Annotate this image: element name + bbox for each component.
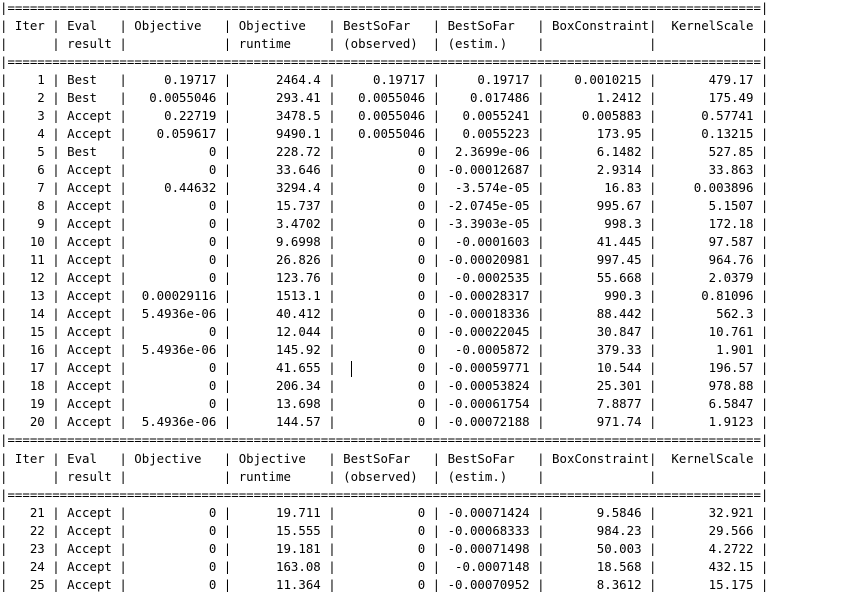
table-row: | 7 | Accept | 0.44632 | 3294.4 | 0 | -3…: [0, 180, 769, 195]
table-row: | 17 | Accept | 0 | 41.655 | 0 | -0.0005…: [0, 360, 769, 375]
table-row: | 5 | Best | 0 | 228.72 | 0 | 2.3699e-06…: [0, 144, 769, 159]
table-divider: |=======================================…: [0, 487, 769, 502]
table-row: | 2 | Best | 0.0055046 | 293.41 | 0.0055…: [0, 90, 769, 105]
table-header-row-1: | Iter | Eval | Objective | Objective | …: [0, 451, 769, 466]
table-row: | 24 | Accept | 0 | 163.08 | 0 | -0.0007…: [0, 559, 769, 574]
table-row: | 25 | Accept | 0 | 11.364 | 0 | -0.0007…: [0, 577, 769, 592]
table-header-row-2: | | result | | runtime | (observed) | (e…: [0, 469, 769, 484]
table-divider: |=======================================…: [0, 54, 769, 69]
table-divider: |=======================================…: [0, 432, 769, 447]
table-row: | 12 | Accept | 0 | 123.76 | 0 | -0.0002…: [0, 270, 769, 285]
table-row: | 16 | Accept | 5.4936e-06 | 145.92 | 0 …: [0, 342, 769, 357]
table-row: | 6 | Accept | 0 | 33.646 | 0 | -0.00012…: [0, 162, 769, 177]
table-row: | 23 | Accept | 0 | 19.181 | 0 | -0.0007…: [0, 541, 769, 556]
table-header-row-1: | Iter | Eval | Objective | Objective | …: [0, 18, 769, 33]
table-row: | 8 | Accept | 0 | 15.737 | 0 | -2.0745e…: [0, 198, 769, 213]
table-row: | 11 | Accept | 0 | 26.826 | 0 | -0.0002…: [0, 252, 769, 267]
table-row: | 4 | Accept | 0.059617 | 9490.1 | 0.005…: [0, 126, 769, 141]
table-row: | 3 | Accept | 0.22719 | 3478.5 | 0.0055…: [0, 108, 769, 123]
table-row: | 14 | Accept | 5.4936e-06 | 40.412 | 0 …: [0, 306, 769, 321]
table-row: | 20 | Accept | 5.4936e-06 | 144.57 | 0 …: [0, 414, 769, 429]
table-row: | 18 | Accept | 0 | 206.34 | 0 | -0.0005…: [0, 378, 769, 393]
table-row: | 19 | Accept | 0 | 13.698 | 0 | -0.0006…: [0, 396, 769, 411]
table-header-row-2: | | result | | runtime | (observed) | (e…: [0, 36, 769, 51]
table-row: | 10 | Accept | 0 | 9.6998 | 0 | -0.0001…: [0, 234, 769, 249]
table-row: | 21 | Accept | 0 | 19.711 | 0 | -0.0007…: [0, 505, 769, 520]
table-row: | 1 | Best | 0.19717 | 2464.4 | 0.19717 …: [0, 72, 769, 87]
table-row: | 22 | Accept | 0 | 15.555 | 0 | -0.0006…: [0, 523, 769, 538]
table-row: | 9 | Accept | 0 | 3.4702 | 0 | -3.3903e…: [0, 216, 769, 231]
table-divider: |=======================================…: [0, 0, 769, 15]
table-row: | 13 | Accept | 0.00029116 | 1513.1 | 0 …: [0, 288, 769, 303]
table-row: | 15 | Accept | 0 | 12.044 | 0 | -0.0002…: [0, 324, 769, 339]
text-cursor: [351, 361, 352, 377]
